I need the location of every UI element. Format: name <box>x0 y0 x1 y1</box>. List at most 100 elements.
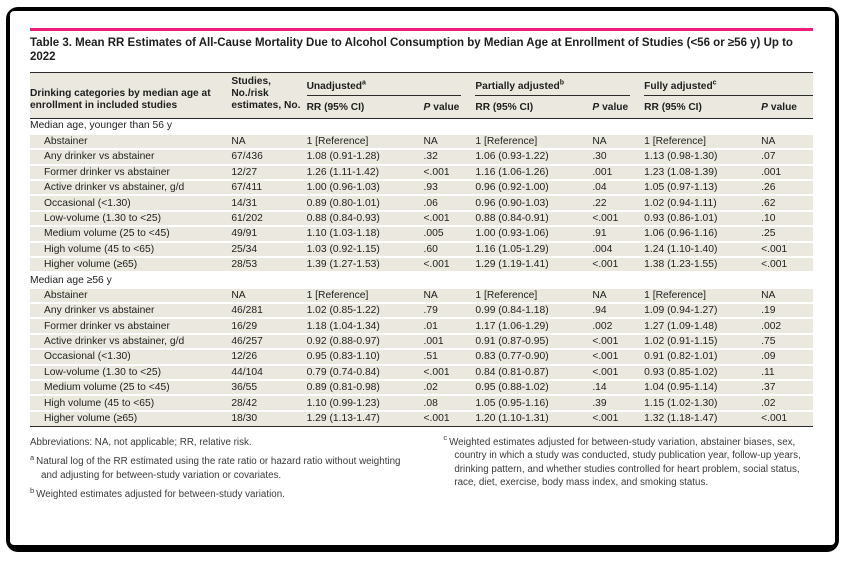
unadjusted-p: NA <box>423 287 476 305</box>
partial-p: .94 <box>592 303 645 320</box>
group-header-unadjusted: Unadjusteda <box>306 72 476 96</box>
partial-rr: 1 [Reference] <box>475 287 593 305</box>
studies-count: 46/257 <box>231 333 307 351</box>
unadjusted-p: NA <box>423 133 476 151</box>
full-p: <.001 <box>761 410 813 427</box>
partial-rr: 0.99 (0.84-1.18) <box>475 303 593 320</box>
unadjusted-rr: 1.10 (1.03-1.18) <box>306 226 424 243</box>
table-title: Table 3. Mean RR Estimates of All-Cause … <box>30 37 793 63</box>
unadjusted-rr: 1.29 (1.13-1.47) <box>306 410 424 427</box>
table-row: Occasional (<1.30) 14/31 0.89 (0.80-1.01).… <box>30 195 813 212</box>
section-header-row: Median age ≥56 y <box>30 272 813 289</box>
table-row: Medium volume (25 to <45) 49/91 1.10 (1.03… <box>30 226 813 243</box>
full-rr: 1.32 (1.18-1.47) <box>644 410 762 427</box>
full-rr: 1.27 (1.09-1.48) <box>644 318 762 335</box>
unadjusted-rr: 1.03 (0.92-1.15) <box>306 241 424 258</box>
footnotes: Abbreviations: NA, not applicable; RR, r… <box>30 433 813 508</box>
partial-rr: 1 [Reference] <box>475 133 593 151</box>
full-p: .11 <box>761 364 813 382</box>
partial-rr: 1.20 (1.10-1.31) <box>475 410 593 427</box>
partial-p: <.001 <box>592 256 645 274</box>
footnotes-left-column: Abbreviations: NA, not applicable; RR, r… <box>30 436 411 508</box>
full-p: .09 <box>761 349 813 366</box>
full-rr: 1.24 (1.10-1.40) <box>644 241 762 258</box>
full-rr: 1.05 (0.97-1.13) <box>644 179 762 197</box>
article-page: Table 3. Mean RR Estimates of All-Cause … <box>10 11 835 545</box>
full-p: .02 <box>761 395 813 412</box>
studies-count: 12/26 <box>231 349 307 366</box>
unadjusted-rr: 1.18 (1.04-1.34) <box>306 318 424 335</box>
partial-p: <.001 <box>592 410 645 427</box>
full-p: .001 <box>761 164 813 181</box>
partial-p: .002 <box>592 318 645 335</box>
column-header-rr-full: RR (95% CI) <box>644 95 762 119</box>
full-p: <.001 <box>761 256 813 274</box>
studies-count: NA <box>231 133 307 151</box>
studies-count: 25/34 <box>231 241 307 258</box>
table-header: Drinking categories by median age at enr… <box>30 72 813 119</box>
studies-count: 49/91 <box>231 226 307 243</box>
unadjusted-p: <.001 <box>423 410 476 427</box>
row-label: Medium volume (25 to <45) <box>30 380 232 397</box>
studies-count: 28/53 <box>231 256 307 274</box>
section-header-row: Median age, younger than 56 y <box>30 118 813 135</box>
full-p: .25 <box>761 226 813 243</box>
full-rr: 0.93 (0.85-1.02) <box>644 364 762 382</box>
partial-p: <.001 <box>592 333 645 351</box>
unadjusted-rr: 1.39 (1.27-1.53) <box>306 256 424 274</box>
footnotes-right-column: c Weighted estimates adjusted for between… <box>443 433 813 508</box>
partial-rr: 0.95 (0.88-1.02) <box>475 380 593 397</box>
column-header-category: Drinking categories by median age at enr… <box>30 72 232 119</box>
group-header-fully-adjusted: Fully adjustedc <box>644 72 813 96</box>
row-label: Abstainer <box>30 287 232 305</box>
unadjusted-rr: 1.00 (0.96-1.03) <box>306 179 424 197</box>
partial-rr: 1.05 (0.95-1.16) <box>475 395 593 412</box>
studies-count: 12/27 <box>231 164 307 181</box>
mortality-estimates-table: Drinking categories by median age at enr… <box>30 71 813 427</box>
table-row: Occasional (<1.30) 12/26 0.95 (0.83-1.10).… <box>30 349 813 366</box>
full-rr: 1.02 (0.91-1.15) <box>644 333 762 351</box>
full-p: NA <box>761 287 813 305</box>
abbreviations-note: Abbreviations: NA, not applicable; RR, r… <box>30 436 252 448</box>
unadjusted-rr: 0.95 (0.83-1.10) <box>306 349 424 366</box>
partial-p: NA <box>592 133 645 151</box>
row-label: Higher volume (≥65) <box>30 256 232 274</box>
group-label: Unadjusted <box>306 80 363 92</box>
footnote-marker: b <box>30 486 35 495</box>
table-row: Any drinker vs abstainer 46/281 1.02 (0.85… <box>30 303 813 320</box>
row-label: Active drinker vs abstainer, g/d <box>30 333 232 351</box>
row-label: Low-volume (1.30 to <25) <box>30 364 232 382</box>
footnote-c: c Weighted estimates adjusted for between… <box>443 433 801 489</box>
partial-p: <.001 <box>592 364 645 382</box>
unadjusted-rr: 0.89 (0.81-0.98) <box>306 380 424 397</box>
table-row: Any drinker vs abstainer 67/436 1.08 (0.91… <box>30 149 813 166</box>
column-header-studies: Studies, No./risk estimates, No. <box>231 72 307 119</box>
full-p: .62 <box>761 195 813 212</box>
partial-p: .39 <box>592 395 645 412</box>
unadjusted-p: .02 <box>423 380 476 397</box>
studies-count: 67/411 <box>231 179 307 197</box>
studies-count: 61/202 <box>231 210 307 228</box>
footnote-a: a Natural log of the RR estimated using t… <box>30 452 401 481</box>
full-p: .26 <box>761 179 813 197</box>
row-label: Medium volume (25 to <45) <box>30 226 232 243</box>
row-label: Occasional (<1.30) <box>30 349 232 366</box>
unadjusted-rr: 1.02 (0.85-1.22) <box>306 303 424 320</box>
partial-rr: 0.83 (0.77-0.90) <box>475 349 593 366</box>
footnote-marker: c <box>443 433 448 443</box>
partial-rr: 0.96 (0.92-1.00) <box>475 179 593 197</box>
partial-rr: 1.17 (1.06-1.29) <box>475 318 593 335</box>
full-p: .37 <box>761 380 813 397</box>
table-row: Medium volume (25 to <45) 36/55 0.89 (0.81… <box>30 380 813 397</box>
table-body: Median age, younger than 56 y Abstainer NA… <box>30 118 813 427</box>
group-label: Fully adjusted <box>644 80 713 92</box>
table-row: Active drinker vs abstainer, g/d 67/411 1.… <box>30 179 813 197</box>
partial-p: .30 <box>592 149 645 166</box>
table-row: Higher volume (≥65) 18/30 1.29 (1.13-1.47)… <box>30 410 813 427</box>
unadjusted-rr: 1 [Reference] <box>306 133 424 151</box>
studies-count: 36/55 <box>231 380 307 397</box>
studies-count: 14/31 <box>231 195 307 212</box>
row-label: High volume (45 to <65) <box>30 241 232 258</box>
